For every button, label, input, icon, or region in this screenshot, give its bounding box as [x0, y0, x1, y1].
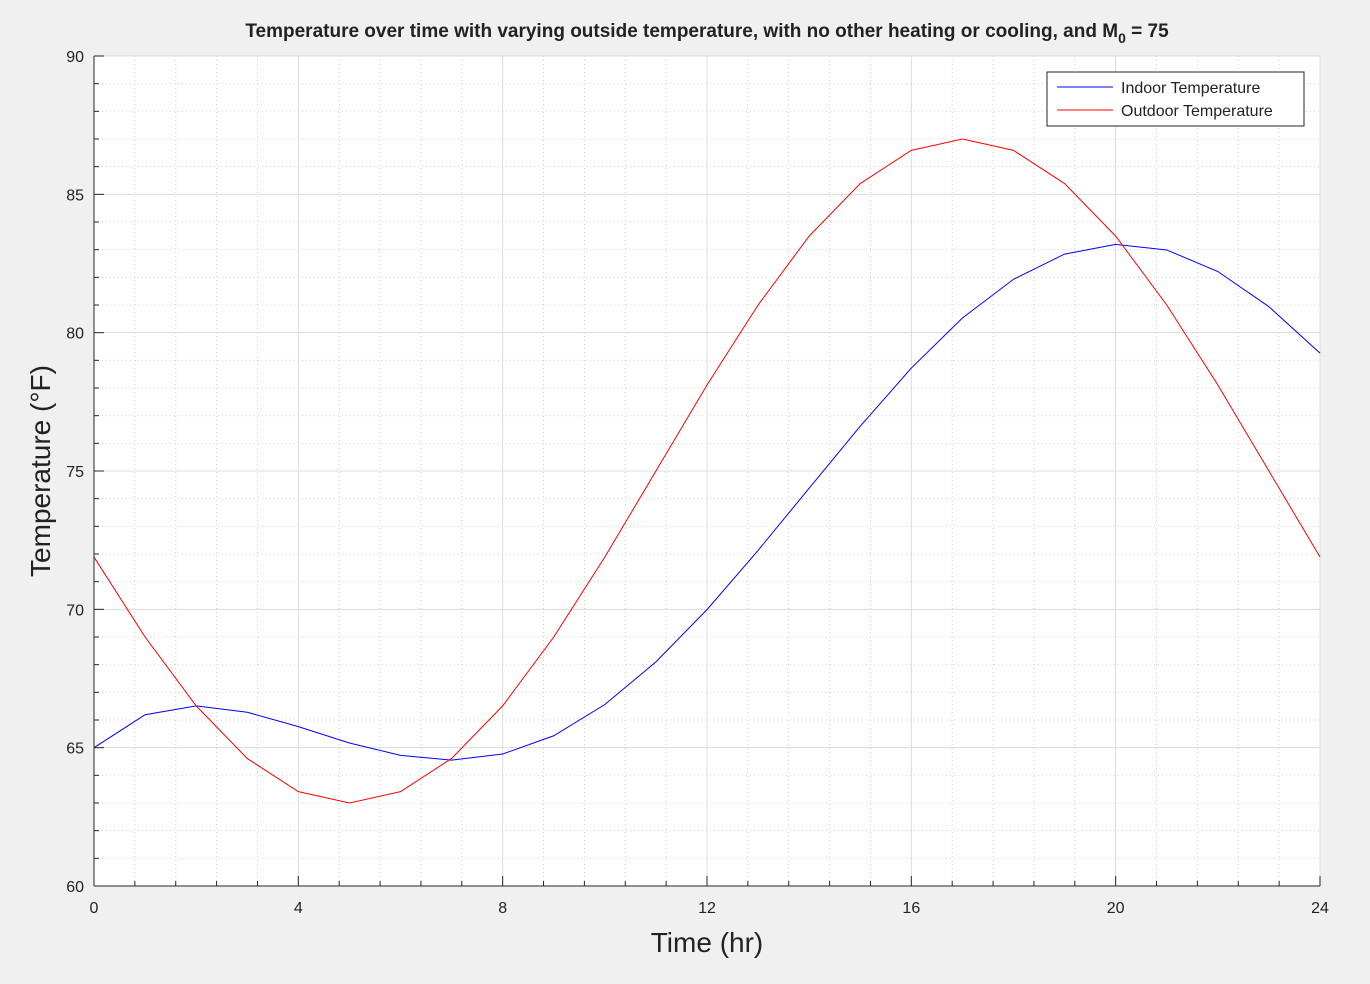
legend-label: Indoor Temperature	[1121, 80, 1260, 97]
title-subscript: 0	[1118, 30, 1126, 46]
legend: Indoor Temperature Outdoor Temperature	[1046, 71, 1305, 127]
x-tick-label: 20	[1107, 900, 1125, 917]
x-tick-label: 16	[902, 900, 920, 917]
y-tick-label: 85	[66, 187, 84, 204]
y-tick-label: 65	[66, 741, 84, 758]
y-tick-label: 70	[66, 602, 84, 619]
data-line	[93, 138, 1321, 804]
x-tick-label: 24	[1311, 900, 1329, 917]
grid	[93, 55, 1321, 887]
y-tick-label: 80	[66, 326, 84, 343]
legend-box	[1046, 71, 1305, 127]
y-tick-label: 90	[66, 49, 84, 66]
title-suffix: = 75	[1126, 21, 1169, 42]
x-tick-label: 8	[498, 900, 507, 917]
x-tick-label: 12	[698, 900, 716, 917]
lines	[93, 138, 1321, 804]
y-axis-label: Temperature (°F)	[25, 365, 56, 577]
axes: 0 4 8 12 16 20 24 60 65 70 75 80 85 90	[66, 49, 1329, 917]
data-line	[93, 243, 1321, 761]
x-tick-label: 4	[294, 900, 303, 917]
y-tick-label: 60	[66, 879, 84, 896]
x-tick-label: 0	[90, 900, 99, 917]
x-axis-label: Time (hr)	[651, 927, 764, 958]
title-main: Temperature over time with varying outsi…	[245, 21, 1118, 42]
y-tick-label: 75	[66, 464, 84, 481]
legend-label: Outdoor Temperature	[1121, 103, 1273, 120]
chart-title: Temperature over time with varying outsi…	[245, 21, 1169, 46]
